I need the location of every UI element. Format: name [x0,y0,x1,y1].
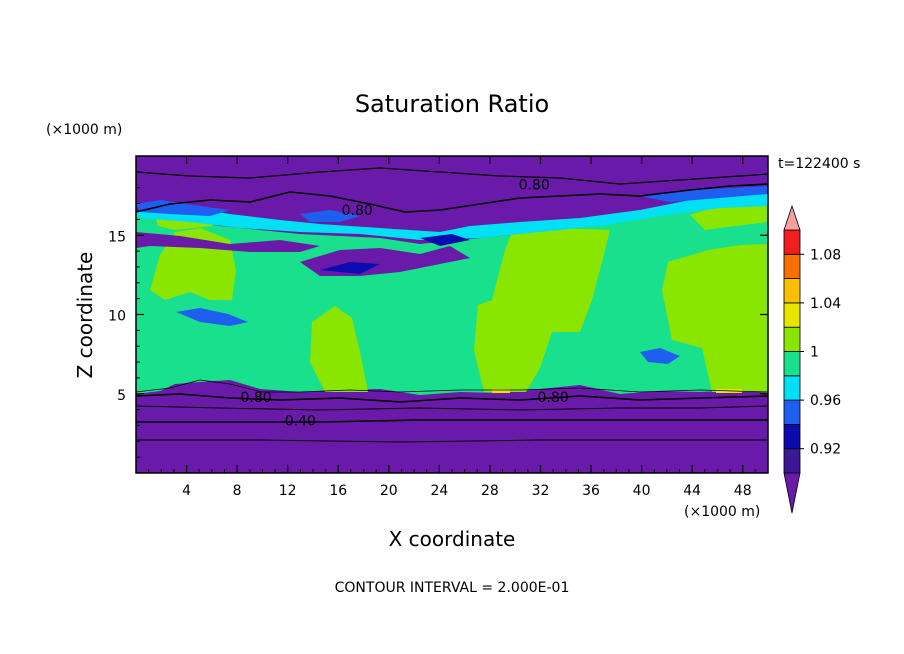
contour-line-top [136,167,768,185]
colorbar-bottom-arrow [783,472,801,514]
colorbar-swatch [783,375,801,401]
y-axis-label: Z coordinate [73,252,97,379]
x-tick-label: 16 [329,483,347,499]
x-tick-label: 4 [182,483,191,499]
contour-label: 0.80 [519,178,550,194]
field-region-blue [640,348,680,364]
field-region-blue [136,200,230,216]
x-tick-label: 12 [279,483,297,499]
contour-line-lower-040 [136,419,768,423]
y-tick-label: 10 [108,309,126,325]
contour-line-moist [136,379,768,393]
contour-label: 0.80 [240,390,271,406]
field-region-navy [420,234,470,246]
field-region-yellow [492,389,510,393]
colorbar-swatch [783,253,801,280]
colorbar-swatch [783,229,801,255]
chart-title: Saturation Ratio [355,90,549,118]
contour-label: 0.40 [285,414,316,430]
field-region-blue [300,210,360,222]
x-axis: 4 8 12 16 20 24 28 32 36 40 44 48 [148,156,756,499]
colorbar-label: 1.04 [810,296,841,312]
x-tick-label: 40 [633,483,651,499]
colorbar-top-arrow [783,204,801,231]
colorbar-swatch [783,448,801,474]
field-region-blue [176,308,248,326]
colorbar-label: 1 [810,345,819,361]
field-region-lime [690,200,768,230]
x-unit-label: (×1000 m) [684,504,760,520]
footer-text: CONTOUR INTERVAL = 2.000E-01 [335,580,570,596]
colorbar-label: 0.96 [810,393,841,409]
colorbar-swatch [783,351,801,377]
field-region-navy [320,262,380,274]
colorbar-swatch [783,423,801,450]
colorbar-label: 0.92 [810,442,841,458]
y-tick-label: 5 [117,388,126,404]
x-axis-label: X coordinate [389,527,516,551]
contour-label: 0.80 [538,390,569,406]
x-tick-label: 24 [430,483,448,499]
y-axis: 5 10 15 [108,171,768,458]
x-tick-label: 48 [734,483,752,499]
colorbar-swatch [783,302,801,328]
x-tick-label: 8 [233,483,242,499]
x-tick-label: 32 [532,483,550,499]
contour-label: 0.80 [342,203,373,219]
x-tick-label: 28 [481,483,499,499]
field-region-lime [474,228,610,392]
contour-line-lower-020 [136,439,768,443]
field-region-blue [640,186,768,202]
colorbar-label: 1.08 [810,247,841,263]
y-unit-label: (×1000 m) [46,122,122,138]
time-label: t=122400 s [778,156,860,172]
colorbar: 0.92 0.96 1 1.04 1.08 [783,204,841,514]
contour-line-upper [136,183,768,213]
contour-labels: 0.80 0.80 0.80 0.80 0.40 [240,178,568,430]
plot-area [136,156,768,473]
field-region-purple [136,232,320,252]
colorbar-swatch [783,278,801,304]
x-tick-label: 44 [683,483,701,499]
contour-line-lower-080 [136,393,768,403]
colorbar-swatch [783,399,801,425]
x-tick-label: 36 [582,483,600,499]
y-tick-label: 15 [108,229,126,245]
field-region-lime [662,244,768,392]
x-tick-label: 20 [380,483,398,499]
field-region-lime [310,306,368,392]
field-region-cyan [136,194,768,240]
contour-line-lower-060 [136,405,768,411]
colorbar-swatch [783,326,801,352]
